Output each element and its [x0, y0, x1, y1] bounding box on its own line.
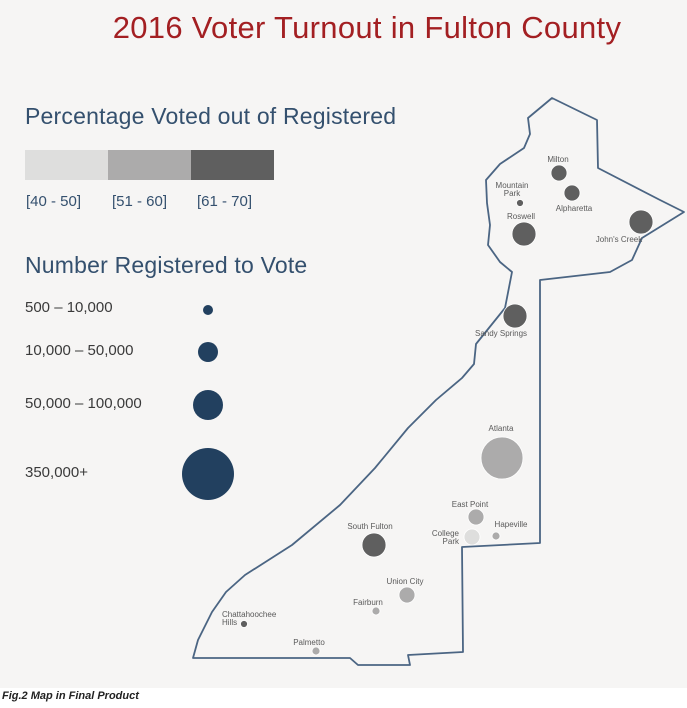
city-marker-hapeville [491, 531, 501, 541]
county-boundary [192, 97, 685, 666]
size-circle-large [193, 390, 223, 420]
city-marker-fairburn [371, 606, 381, 616]
city-marker-mountain-park [516, 199, 524, 207]
city-markers: Milton Mountain Park Alpharetta Roswell John'… [222, 155, 654, 656]
city-label-john-s-creek: John's Creek [596, 235, 643, 244]
size-circle-small [203, 305, 213, 315]
city-marker-palmetto [311, 646, 321, 656]
city-marker-atlanta [480, 436, 524, 480]
city-marker-milton [550, 164, 568, 182]
percent-label-51-60: [51 - 60] [112, 193, 168, 210]
city-marker-east-point [467, 508, 485, 526]
city-label-atlanta: Atlanta [489, 424, 514, 433]
city-marker-chattahoochee-hills [240, 620, 248, 628]
city-label-milton: Milton [547, 155, 568, 164]
county-map: Milton Mountain Park Alpharetta Roswell John'… [192, 97, 685, 666]
percent-swatch-40-50 [25, 150, 108, 180]
city-label-east-point: East Point [452, 500, 489, 509]
city-label-alpharetta: Alpharetta [556, 204, 593, 213]
size-legend-heading: Number Registered to Vote [25, 252, 308, 278]
city-label-fairburn: Fairburn [353, 598, 383, 607]
city-label-chattahoochee-hills: Chattahoochee Hills [222, 610, 277, 627]
percent-legend-heading: Percentage Voted out of Registered [25, 103, 397, 129]
city-marker-alpharetta [563, 184, 581, 202]
city-label-roswell: Roswell [507, 212, 535, 221]
city-marker-roswell [511, 221, 537, 247]
percent-label-61-70: [61 - 70] [197, 193, 253, 210]
figure-caption: Fig.2 Map in Final Product [2, 690, 139, 702]
city-label-union-city: Union City [387, 577, 424, 586]
city-marker-south-fulton [361, 532, 387, 558]
city-label-college-park: College Park [432, 529, 460, 546]
map-canvas: Milton Mountain Park Alpharetta Roswell John'… [0, 0, 687, 688]
size-label-xlarge: 350,000+ [25, 464, 88, 481]
size-circle-xlarge [182, 448, 234, 500]
percent-label-40-50: [40 - 50] [26, 193, 82, 210]
size-label-large: 50,000 – 100,000 [25, 395, 142, 412]
size-circle-medium [198, 342, 218, 362]
city-label-sandy-springs: Sandy Springs [475, 329, 527, 338]
city-label-mountain-park: Mountain Park [496, 181, 529, 198]
percent-swatch-61-70 [191, 150, 274, 180]
size-label-medium: 10,000 – 50,000 [25, 342, 134, 359]
city-label-hapeville: Hapeville [495, 520, 528, 529]
city-marker-john-s-creek [628, 209, 654, 235]
city-label-south-fulton: South Fulton [347, 522, 392, 531]
city-marker-sandy-springs [502, 303, 528, 329]
map-title: 2016 Voter Turnout in Fulton County [112, 10, 622, 45]
percent-color-scale [25, 150, 274, 180]
city-label-palmetto: Palmetto [293, 638, 325, 647]
city-marker-college-park [463, 528, 481, 546]
size-label-small: 500 – 10,000 [25, 299, 113, 316]
percent-swatch-51-60 [108, 150, 191, 180]
city-marker-union-city [398, 586, 416, 604]
